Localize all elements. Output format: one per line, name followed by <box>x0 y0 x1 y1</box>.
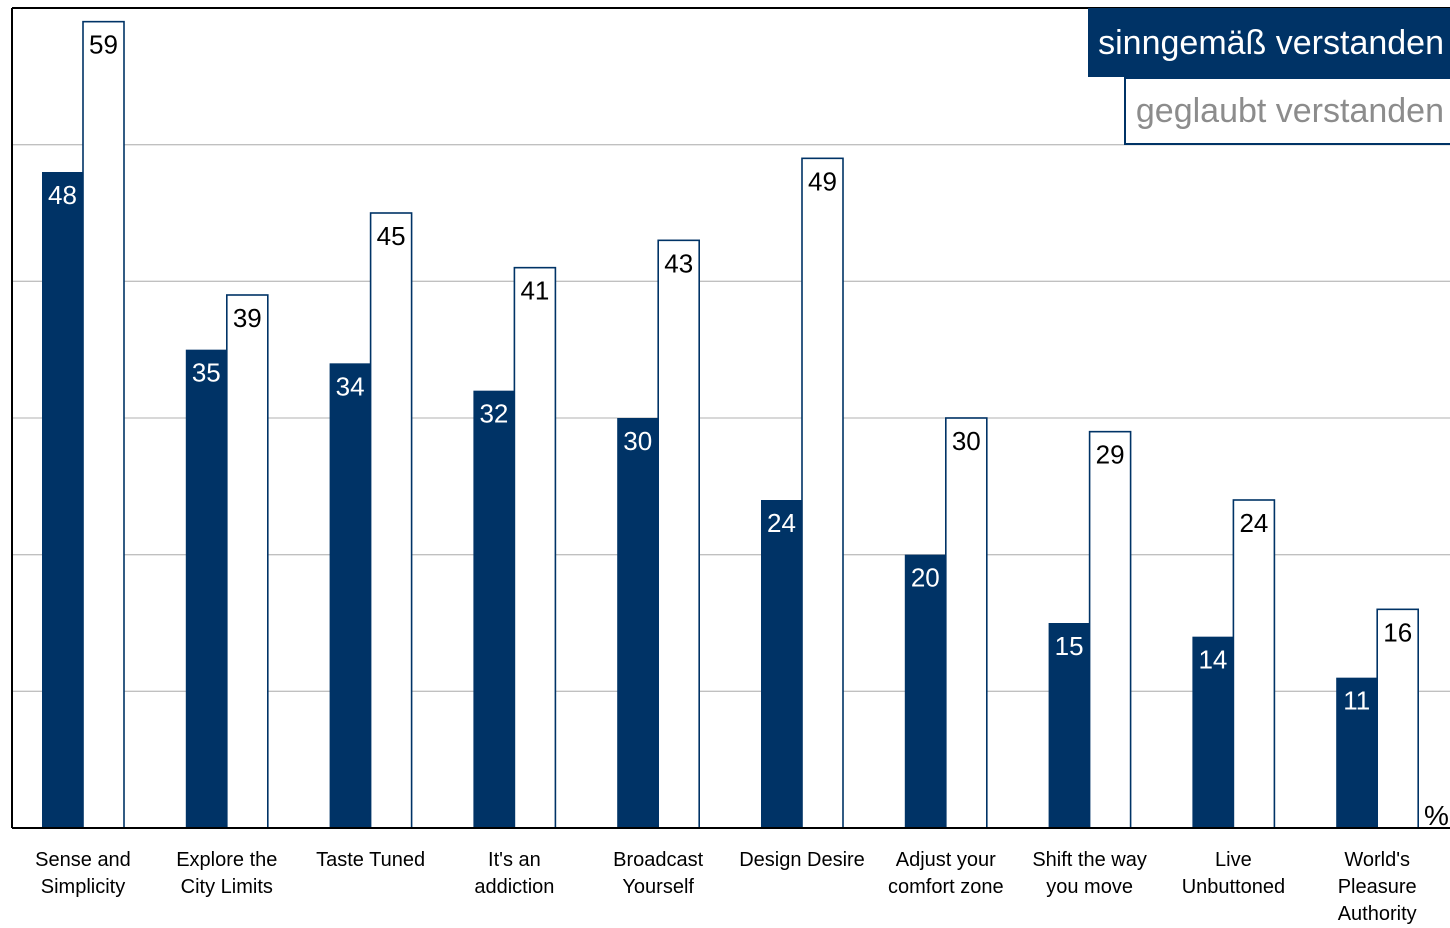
category-label: Live <box>1215 849 1252 871</box>
category-label: you move <box>1046 876 1133 898</box>
data-label: 32 <box>479 399 508 429</box>
category-label: Adjust your <box>896 849 996 871</box>
data-label: 43 <box>664 248 693 278</box>
data-label: 29 <box>1096 440 1125 470</box>
bar-series-2 <box>1088 430 1132 829</box>
category-label: Design Desire <box>739 849 865 871</box>
data-label: 59 <box>89 30 118 60</box>
data-label: 20 <box>911 563 940 593</box>
data-label: 35 <box>192 358 221 388</box>
category-label: Simplicity <box>41 876 125 898</box>
legend-label-series-2: geglaubt verstanden <box>1135 92 1444 130</box>
data-label: 39 <box>233 303 262 333</box>
bar-series-2 <box>226 294 269 829</box>
bar-series-1 <box>473 390 515 828</box>
bar-series-2 <box>369 212 413 829</box>
category-label: Unbuttoned <box>1182 876 1285 898</box>
data-label: 16 <box>1383 617 1412 647</box>
data-label: 49 <box>808 166 837 196</box>
data-label: 24 <box>767 508 796 538</box>
legend-item-series-1: sinngemäß verstanden <box>1088 8 1450 77</box>
category-label: Pleasure <box>1338 876 1417 898</box>
category-label: Taste Tuned <box>316 849 425 871</box>
data-label: 15 <box>1055 631 1084 661</box>
bar-series-1 <box>904 554 946 828</box>
data-label: 24 <box>1239 508 1268 538</box>
category-label: Yourself <box>622 876 694 898</box>
category-label: addiction <box>474 876 554 898</box>
category-label: It's an <box>488 849 541 871</box>
data-label: 41 <box>520 276 549 306</box>
bar-series-2 <box>657 239 701 829</box>
legend-label-series-1: sinngemäß verstanden <box>1098 23 1444 62</box>
legend-item-series-2: geglaubt verstanden <box>1123 77 1450 145</box>
bar-series-2 <box>513 266 557 829</box>
bar-series-2 <box>82 20 125 829</box>
bars <box>42 20 1419 829</box>
bar-series-1 <box>1336 677 1378 828</box>
bar-series-1 <box>761 500 802 828</box>
bar-series-1 <box>329 363 371 828</box>
bar-series-2 <box>801 157 844 829</box>
category-label: Sense and <box>35 849 131 871</box>
category-label: Shift the way <box>1032 849 1147 871</box>
category-label: Broadcast <box>613 849 703 871</box>
x-axis: Sense and Simplicity Explore the City Limit… <box>35 849 1416 925</box>
data-labels: 48 59 35 39 34 45 32 41 30 43 24 49 20 30 15 29 14 24 11 16 <box>48 30 1412 716</box>
category-label: Authority <box>1338 903 1417 925</box>
data-label: 14 <box>1198 645 1227 675</box>
category-label: comfort zone <box>888 876 1004 898</box>
bar-series-2 <box>944 417 988 829</box>
bar-series-1 <box>617 418 659 828</box>
bar-series-1 <box>1192 636 1234 828</box>
bar-series-1 <box>42 172 83 828</box>
category-label: World's <box>1344 849 1410 871</box>
unit-label: % <box>1424 800 1449 831</box>
category-label: City Limits <box>181 876 273 898</box>
bar-series-1 <box>1048 623 1090 828</box>
data-label: 30 <box>952 426 981 456</box>
bar-series-1 <box>185 349 227 828</box>
bar-series-2 <box>1376 608 1419 829</box>
data-label: 48 <box>48 180 77 210</box>
category-label: Explore the <box>176 849 277 871</box>
data-label: 45 <box>377 221 406 251</box>
bar-series-2 <box>1232 499 1276 829</box>
data-label: 34 <box>336 371 365 401</box>
data-label: 11 <box>1343 686 1370 716</box>
data-label: 30 <box>623 426 652 456</box>
